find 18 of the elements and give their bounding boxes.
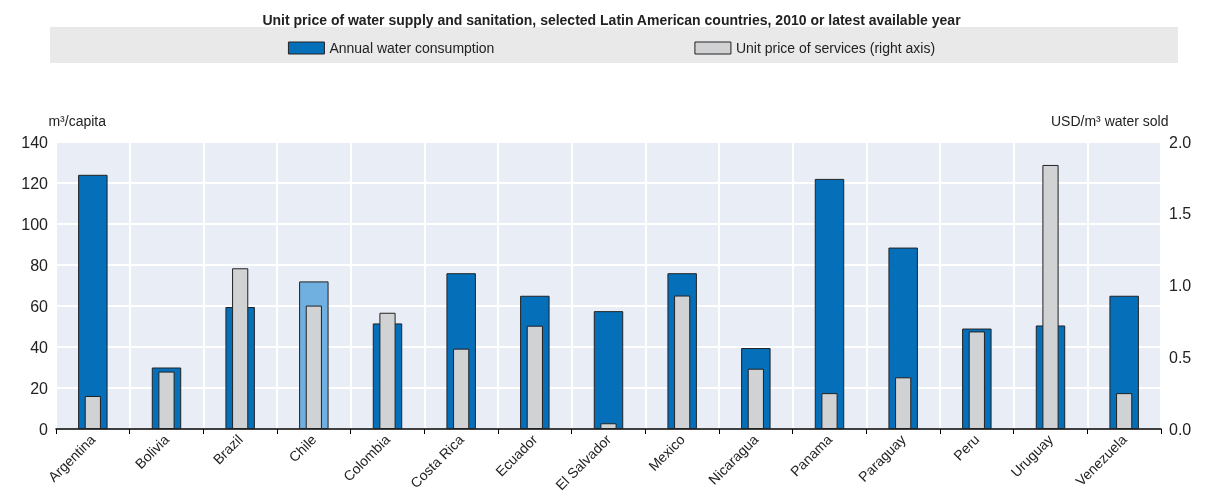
y-tick-label: 80 [30, 256, 49, 274]
y2-tick-label: 1.0 [1169, 277, 1192, 294]
legend-label: Annual water consumption [329, 40, 495, 56]
y-tick-label: 120 [21, 174, 49, 192]
y2-tick-label: 0.5 [1169, 348, 1192, 366]
y2-tick-label: 1.5 [1169, 205, 1192, 223]
y-tick-label: 60 [30, 297, 49, 315]
chart-title: Unit price of water supply and sanitation, selected Latin American countries, 2010 or latest available year [262, 12, 962, 28]
y-tick-label: 0 [39, 420, 49, 438]
y2-tick-label: 0.0 [1169, 420, 1192, 438]
y-tick-label: 40 [30, 338, 49, 356]
y-axis-title: m³/capita [48, 113, 107, 129]
legend-label: Unit price of services (right axis) [735, 40, 936, 56]
y-tick-label: 100 [21, 215, 49, 233]
y-tick-label: 20 [30, 379, 49, 397]
y-tick-label: 140 [21, 133, 49, 151]
y2-axis-title: USD/m³ water sold [1051, 113, 1169, 129]
y2-tick-label: 2.0 [1169, 133, 1192, 151]
